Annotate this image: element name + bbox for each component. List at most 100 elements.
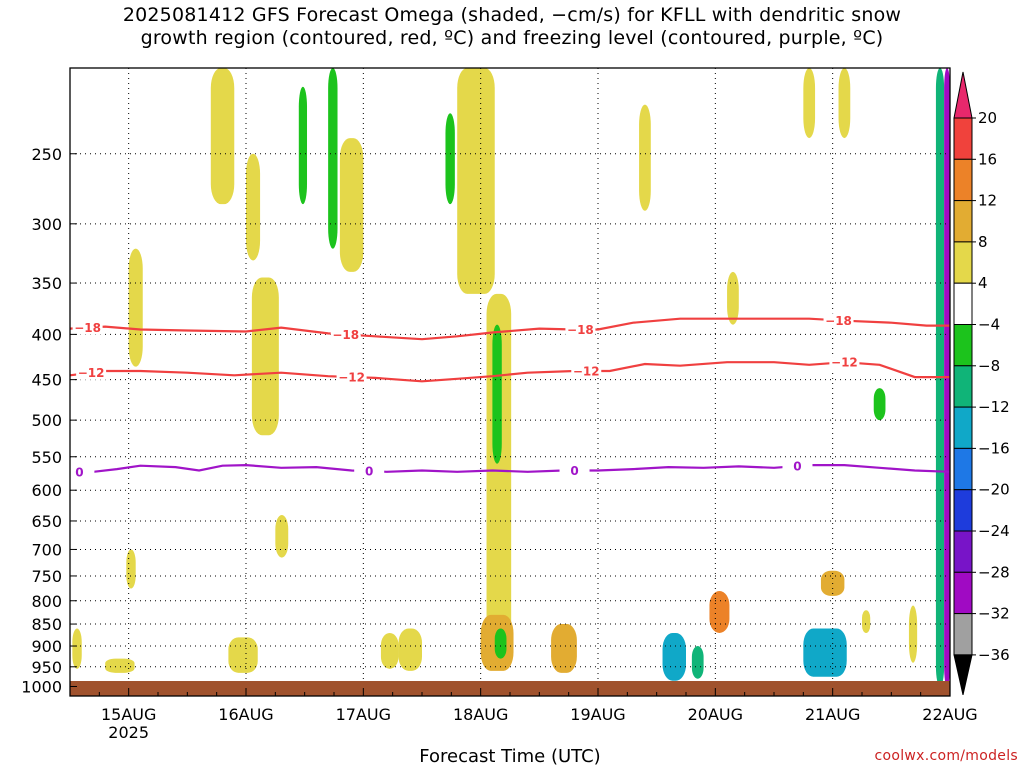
colorbar-label: 20 bbox=[978, 109, 997, 127]
colorbar-label: −12 bbox=[978, 398, 1010, 416]
omega-region bbox=[228, 637, 258, 673]
contour-label-bg bbox=[330, 327, 361, 342]
omega-region bbox=[662, 632, 686, 681]
x-tick-label: 17AUG bbox=[336, 705, 391, 724]
omega-region bbox=[862, 610, 871, 633]
colorbar-swatch bbox=[953, 200, 973, 243]
contour--12 bbox=[69, 361, 950, 383]
omega-region bbox=[398, 628, 422, 671]
y-tick-label: 850 bbox=[31, 615, 62, 634]
colorbar-cap-bottom bbox=[953, 654, 973, 696]
contour-label-bg bbox=[829, 355, 860, 370]
x-tick-label: 18AUG bbox=[453, 705, 508, 724]
colorbar-swatch bbox=[953, 324, 973, 367]
colorbar-swatch bbox=[953, 117, 973, 160]
omega-region bbox=[339, 138, 364, 272]
contour-label: −18 bbox=[332, 328, 359, 342]
y-tick-label: 350 bbox=[31, 274, 62, 293]
contour-label-bg bbox=[782, 458, 813, 473]
contour-label: −12 bbox=[78, 366, 105, 380]
omega-region bbox=[492, 324, 502, 464]
contour-label: 0 bbox=[75, 466, 83, 480]
y-tick-label: 500 bbox=[31, 411, 62, 430]
x-tick-label: 22AUG bbox=[922, 705, 977, 724]
omega-region bbox=[838, 68, 851, 139]
omega-region bbox=[72, 628, 82, 669]
omega-region bbox=[908, 605, 918, 663]
colorbar-label: −8 bbox=[978, 357, 1000, 375]
colorbar-swatch bbox=[953, 613, 973, 656]
contour-lines: −18 −18 −18 −18 −12 −12 −12 −12 0 0 0 0 bbox=[64, 313, 951, 480]
contour-label-bg bbox=[72, 320, 103, 335]
colorbar-swatch bbox=[953, 241, 973, 284]
y-tick-label: 650 bbox=[31, 512, 62, 531]
omega-region bbox=[126, 549, 136, 589]
contour-label: −12 bbox=[831, 356, 858, 370]
contour-label: −12 bbox=[338, 371, 365, 385]
x-axis-title: Forecast Time (UTC) bbox=[419, 746, 601, 767]
contour-label: −12 bbox=[573, 365, 600, 379]
omega-region bbox=[639, 104, 651, 211]
omega-region bbox=[128, 248, 143, 367]
omega-region bbox=[873, 388, 886, 421]
colorbar-label: −28 bbox=[978, 563, 1010, 581]
omega-region bbox=[803, 628, 847, 677]
y-tick-label: 550 bbox=[31, 448, 62, 467]
colorbar-swatch bbox=[953, 489, 973, 532]
colorbar-swatch bbox=[953, 365, 973, 408]
y-axis: 250 300 350 400 450 500 550 600 650 700 750 800 850 9… bbox=[21, 145, 77, 697]
colorbar-label: 16 bbox=[978, 150, 997, 168]
y-tick-label: 400 bbox=[31, 325, 62, 344]
chart-title-line1: 2025081412 GFS Forecast Omega (shaded, −… bbox=[122, 4, 902, 26]
y-tick-label: 900 bbox=[31, 637, 62, 656]
colorbar-label: −24 bbox=[978, 522, 1010, 540]
contour-label: 0 bbox=[365, 465, 373, 479]
colorbar-swatch bbox=[953, 158, 973, 202]
omega-region bbox=[445, 113, 455, 205]
omega-region bbox=[551, 624, 577, 673]
omega-region bbox=[803, 68, 816, 139]
x-tick-label: 19AUG bbox=[570, 705, 625, 724]
colorbar-label: 8 bbox=[978, 233, 988, 251]
omega-region bbox=[494, 628, 507, 659]
colorbar-swatch bbox=[953, 406, 973, 449]
omega-region bbox=[251, 277, 279, 436]
colorbar-label: 12 bbox=[978, 192, 997, 210]
contour-label: 0 bbox=[570, 464, 578, 478]
omega-region bbox=[298, 86, 308, 205]
chart-title-line2: growth region (contoured, red, ºC) and f… bbox=[140, 27, 884, 49]
y-tick-label: 950 bbox=[31, 658, 62, 677]
terrain-strip bbox=[70, 681, 950, 696]
y-tick-label: 800 bbox=[31, 592, 62, 611]
y-tick-label: 600 bbox=[31, 481, 62, 500]
colorbar-label: −36 bbox=[978, 646, 1010, 664]
colorbar-label: 4 bbox=[978, 274, 988, 292]
colorbar-label: −4 bbox=[978, 316, 1000, 334]
contour-label-bg bbox=[559, 463, 590, 478]
omega-region bbox=[380, 632, 399, 669]
contour-label-bg bbox=[336, 370, 367, 385]
colorbar-cap-top bbox=[953, 71, 973, 119]
chart-title: 2025081412 GFS Forecast Omega (shaded, −… bbox=[0, 4, 1024, 50]
omega-region bbox=[727, 271, 739, 325]
y-tick-label: 750 bbox=[31, 567, 62, 586]
colorbar-label: −32 bbox=[978, 605, 1010, 623]
contour-label-bg bbox=[565, 322, 596, 337]
y-tick-label: 1000 bbox=[21, 678, 62, 697]
x-tick-sublabel: 2025 bbox=[108, 723, 149, 742]
x-tick-label: 15AUG bbox=[101, 705, 156, 724]
contour-label-bg bbox=[64, 465, 95, 480]
omega-region bbox=[105, 658, 135, 673]
colorbar-label: −20 bbox=[978, 481, 1010, 499]
omega-region bbox=[691, 646, 704, 679]
credit-text: coolwx.com/models bbox=[874, 748, 1018, 764]
contour--18 bbox=[69, 317, 950, 341]
contour-label-bg bbox=[76, 365, 107, 380]
contour-label-bg bbox=[354, 464, 385, 479]
contour-label: −18 bbox=[825, 314, 852, 328]
x-tick-label: 16AUG bbox=[218, 705, 273, 724]
y-tick-label: 450 bbox=[31, 371, 62, 390]
contour-label: 0 bbox=[793, 459, 801, 473]
